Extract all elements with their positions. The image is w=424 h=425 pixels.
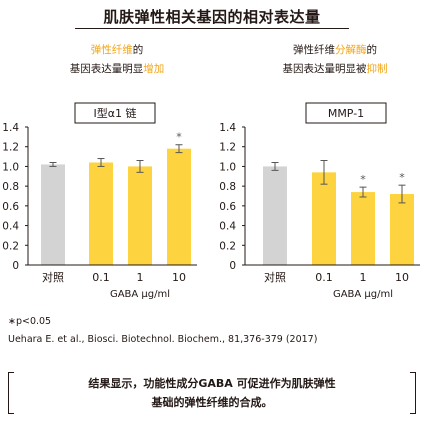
bar [89, 162, 113, 265]
subtitle-left-accent: 弹性纤维 [90, 44, 133, 56]
y-tick-label: 1.2 [2, 142, 19, 154]
panel-left-subtitle: 弹性纤维的 基因表达量明显增加 [22, 41, 212, 79]
subtitle-right-text-b: 的 [366, 44, 378, 56]
x-category-label: 0.1 [92, 271, 110, 284]
conclusion-box: 结果显示，功能性成分GABA 可促进作为肌肤弹性 基础的弹性纤维的合成。 [8, 370, 416, 414]
conclusion-line-2: 基础的弹性纤维的合成。 [151, 396, 273, 409]
bar [390, 194, 414, 265]
chart-collagen: I型α1 链 0 0.2 0.4 0.6 0.8 1.0 1.2 1.4 对照 0.1 1 * 10GAB… [2, 102, 197, 300]
y-tick-label: 0 [12, 260, 19, 272]
x-category-label: 1 [360, 271, 367, 284]
y-tick-label: 1.0 [2, 161, 19, 173]
panel-right-subtitle: 弹性纤维分解酶的 基因表达量明显被抑制 [240, 41, 424, 79]
bar [41, 164, 65, 265]
x-axis-label: GABA μg/ml [333, 289, 393, 300]
bar [128, 166, 152, 265]
significance-marker: * [399, 171, 405, 184]
chart-title-box [305, 102, 387, 124]
y-tick-label: 0.4 [2, 221, 19, 233]
y-tick-label: 0 [229, 260, 236, 272]
subtitle-right-accent: 分解酶 [335, 44, 367, 56]
chart-mmp1: MMP-1 0 0.2 0.4 0.6 0.8 1.0 1.2 1.4 对照 0.1 * 1 * 10GAB… [219, 102, 420, 300]
footnote-reference: Uehara E. et al., Biosci. Biotechnol. Bi… [8, 334, 318, 345]
conclusion-text: 结果显示，功能性成分GABA 可促进作为肌肤弹性 基础的弹性纤维的合成。 [8, 374, 416, 412]
y-tick-label: 0.4 [219, 221, 236, 233]
y-tick-label: 1.4 [219, 122, 236, 134]
bar [351, 192, 375, 265]
subtitle-right-accent2: 抑制 [366, 63, 388, 75]
y-tick-label: 0.2 [219, 240, 236, 252]
bracket-right [410, 372, 416, 414]
x-category-label: 10 [395, 271, 409, 284]
y-tick-label: 0.6 [219, 201, 236, 213]
subtitle-right-line1: 弹性纤维分解酶的 [240, 41, 424, 60]
bar [312, 172, 336, 265]
x-category-label: 10 [172, 271, 186, 284]
subtitle-right-text2: 基因表达量明显被 [282, 63, 367, 75]
y-tick-label: 0.2 [2, 240, 19, 252]
chart-title-box [74, 102, 156, 124]
subtitle-right-line2: 基因表达量明显被抑制 [240, 60, 424, 79]
conclusion-line-1: 结果显示，功能性成分GABA 可促进作为肌肤弹性 [88, 377, 336, 390]
significance-marker: * [360, 173, 366, 186]
chart-title: MMP-1 [328, 107, 364, 120]
y-tick-label: 1.0 [219, 161, 236, 173]
x-category-label: 对照 [42, 270, 64, 284]
y-tick-label: 0.8 [2, 181, 19, 193]
x-axis-label: GABA μg/ml [110, 289, 170, 300]
subtitle-left-text: 的 [132, 44, 144, 56]
title-underline [75, 28, 349, 29]
x-category-label: 0.1 [315, 271, 333, 284]
page-title: 肌肤弹性相关基因的相对表达量 [103, 8, 321, 26]
subtitle-left-accent2: 增加 [143, 63, 165, 75]
y-tick-label: 0.8 [219, 181, 236, 193]
y-tick-label: 1.4 [2, 122, 19, 134]
x-category-label: 对照 [264, 270, 286, 284]
y-tick-label: 1.2 [219, 142, 236, 154]
subtitle-left-line2: 基因表达量明显增加 [22, 60, 212, 79]
footnote-significance: ∗p<0.05 [8, 316, 52, 327]
subtitle-left-line1: 弹性纤维的 [22, 41, 212, 60]
subtitle-right-text: 弹性纤维 [293, 44, 335, 56]
subtitle-left-text2: 基因表达量明显 [69, 63, 144, 75]
chart-title: I型α1 链 [94, 106, 137, 120]
y-tick-label: 0.6 [2, 201, 19, 213]
bar [263, 166, 287, 265]
significance-marker: * [176, 131, 182, 144]
bar [167, 148, 191, 265]
bracket-left [8, 372, 14, 414]
x-category-label: 1 [137, 271, 144, 284]
